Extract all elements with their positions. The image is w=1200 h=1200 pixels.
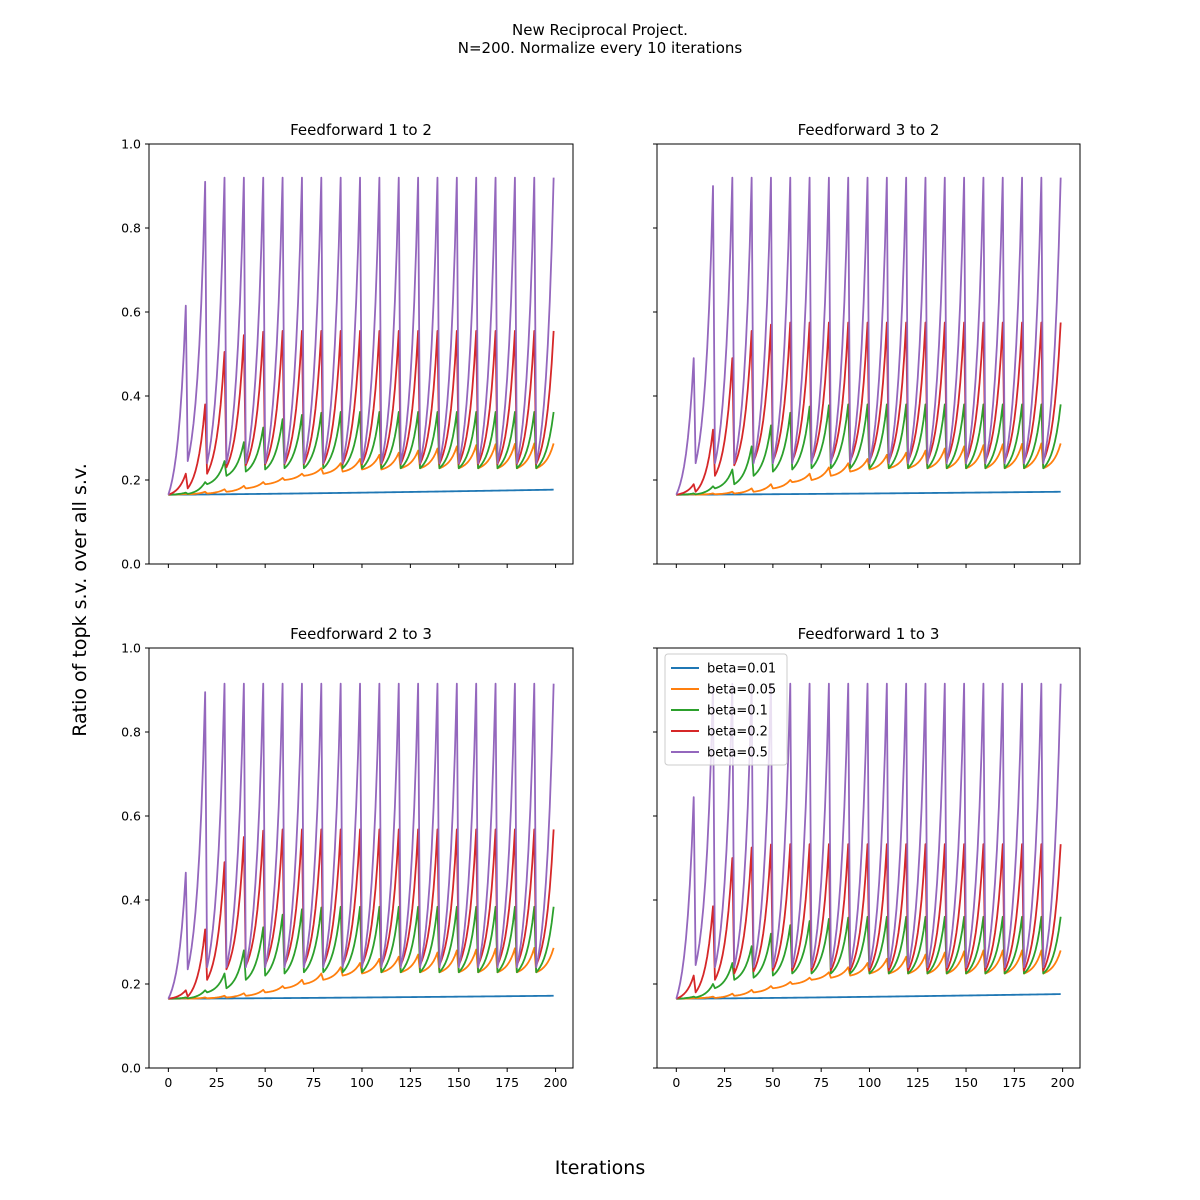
y-tick-label: 1.0 <box>121 137 141 152</box>
y-axis-label: Ratio of topk s.v. over all s.v. <box>69 463 91 737</box>
x-tick-label: 75 <box>813 1075 829 1090</box>
x-tick-label: 150 <box>954 1075 978 1090</box>
x-tick-label: 0 <box>164 1075 172 1090</box>
x-tick-label: 175 <box>495 1075 519 1090</box>
x-tick-label: 125 <box>398 1075 422 1090</box>
series-group <box>675 682 1062 1000</box>
axes-frame <box>148 647 574 1069</box>
series-line-beta=0.5 <box>167 682 555 1000</box>
legend-box <box>664 653 788 766</box>
series-line-beta=0.01 <box>676 993 1061 1000</box>
x-tick-label: 25 <box>717 1075 733 1090</box>
series-group <box>167 176 555 496</box>
x-tick-label: 0 <box>672 1075 680 1090</box>
legend-label: beta=0.05 <box>707 683 776 698</box>
y-tick-label: 0.8 <box>121 725 141 740</box>
legend-label: beta=0.01 <box>707 662 776 677</box>
y-tick-label: 0.8 <box>121 221 141 236</box>
y-tick-label: 1.0 <box>121 641 141 656</box>
subplot-3: Feedforward 2 to 3 0 25 50 75 100 125 150 175 200… <box>121 625 574 1090</box>
x-axis-label: Iterations <box>554 1157 646 1179</box>
series-line-beta=0.01 <box>168 994 554 1000</box>
figure-title-line-2: N=200. Normalize every 10 iterations <box>457 39 743 57</box>
series-group <box>675 176 1062 496</box>
y-tick-label: 0.6 <box>121 809 141 824</box>
y-tick-label: 0.6 <box>121 305 141 320</box>
series-line-beta=0.01 <box>168 488 554 496</box>
x-tick-label: 125 <box>906 1075 930 1090</box>
y-tick-label: 0.0 <box>121 1061 141 1076</box>
y-tick-label: 0.4 <box>121 389 141 404</box>
x-tick-label: 50 <box>765 1075 781 1090</box>
figure-title-line-1: New Reciprocal Project. <box>512 21 688 39</box>
x-tick-label: 200 <box>544 1075 568 1090</box>
legend-label: beta=0.1 <box>707 704 768 719</box>
legend-label: beta=0.2 <box>707 725 768 740</box>
x-tick-label: 25 <box>209 1075 225 1090</box>
axes-frame <box>148 143 574 565</box>
series-line-beta=0.5 <box>675 176 1062 496</box>
subplot-1: Feedforward 1 to 2 0.0 0.2 0.4 0.6 0.8 1.0 <box>121 121 574 572</box>
x-tick-label: 75 <box>306 1075 322 1090</box>
x-tick-label: 50 <box>257 1075 273 1090</box>
x-tick-label: 150 <box>447 1075 471 1090</box>
axes-frame <box>656 647 1081 1069</box>
axes-frame <box>656 143 1081 565</box>
series-line-beta=0.5 <box>167 176 555 495</box>
y-tick-label: 0.2 <box>121 473 141 488</box>
x-tick-label: 100 <box>858 1075 882 1090</box>
series-line-beta=0.5 <box>675 682 1062 999</box>
subplot-title: Feedforward 1 to 3 <box>798 625 940 643</box>
y-tick-label: 0.4 <box>121 893 141 908</box>
y-tick-label: 0.2 <box>121 977 141 992</box>
subplot-title: Feedforward 1 to 2 <box>290 121 432 139</box>
subplot-title: Feedforward 3 to 2 <box>798 121 940 139</box>
subplot-2: Feedforward 3 to 2 <box>653 121 1081 568</box>
x-tick-label: 100 <box>350 1075 374 1090</box>
series-group <box>167 682 555 1000</box>
legend: beta=0.01 beta=0.05 beta=0.1 beta=0.2 beta=0… <box>664 653 788 766</box>
subplot-title: Feedforward 2 to 3 <box>290 625 432 643</box>
subplot-4: Feedforward 1 to 3 0 25 50 75 100 125 150 175 200… <box>653 625 1081 1090</box>
series-line-beta=0.01 <box>676 490 1061 496</box>
legend-label: beta=0.5 <box>707 746 768 761</box>
x-tick-label: 175 <box>1002 1075 1026 1090</box>
x-tick-label: 200 <box>1051 1075 1075 1090</box>
y-tick-label: 0.0 <box>121 557 141 572</box>
